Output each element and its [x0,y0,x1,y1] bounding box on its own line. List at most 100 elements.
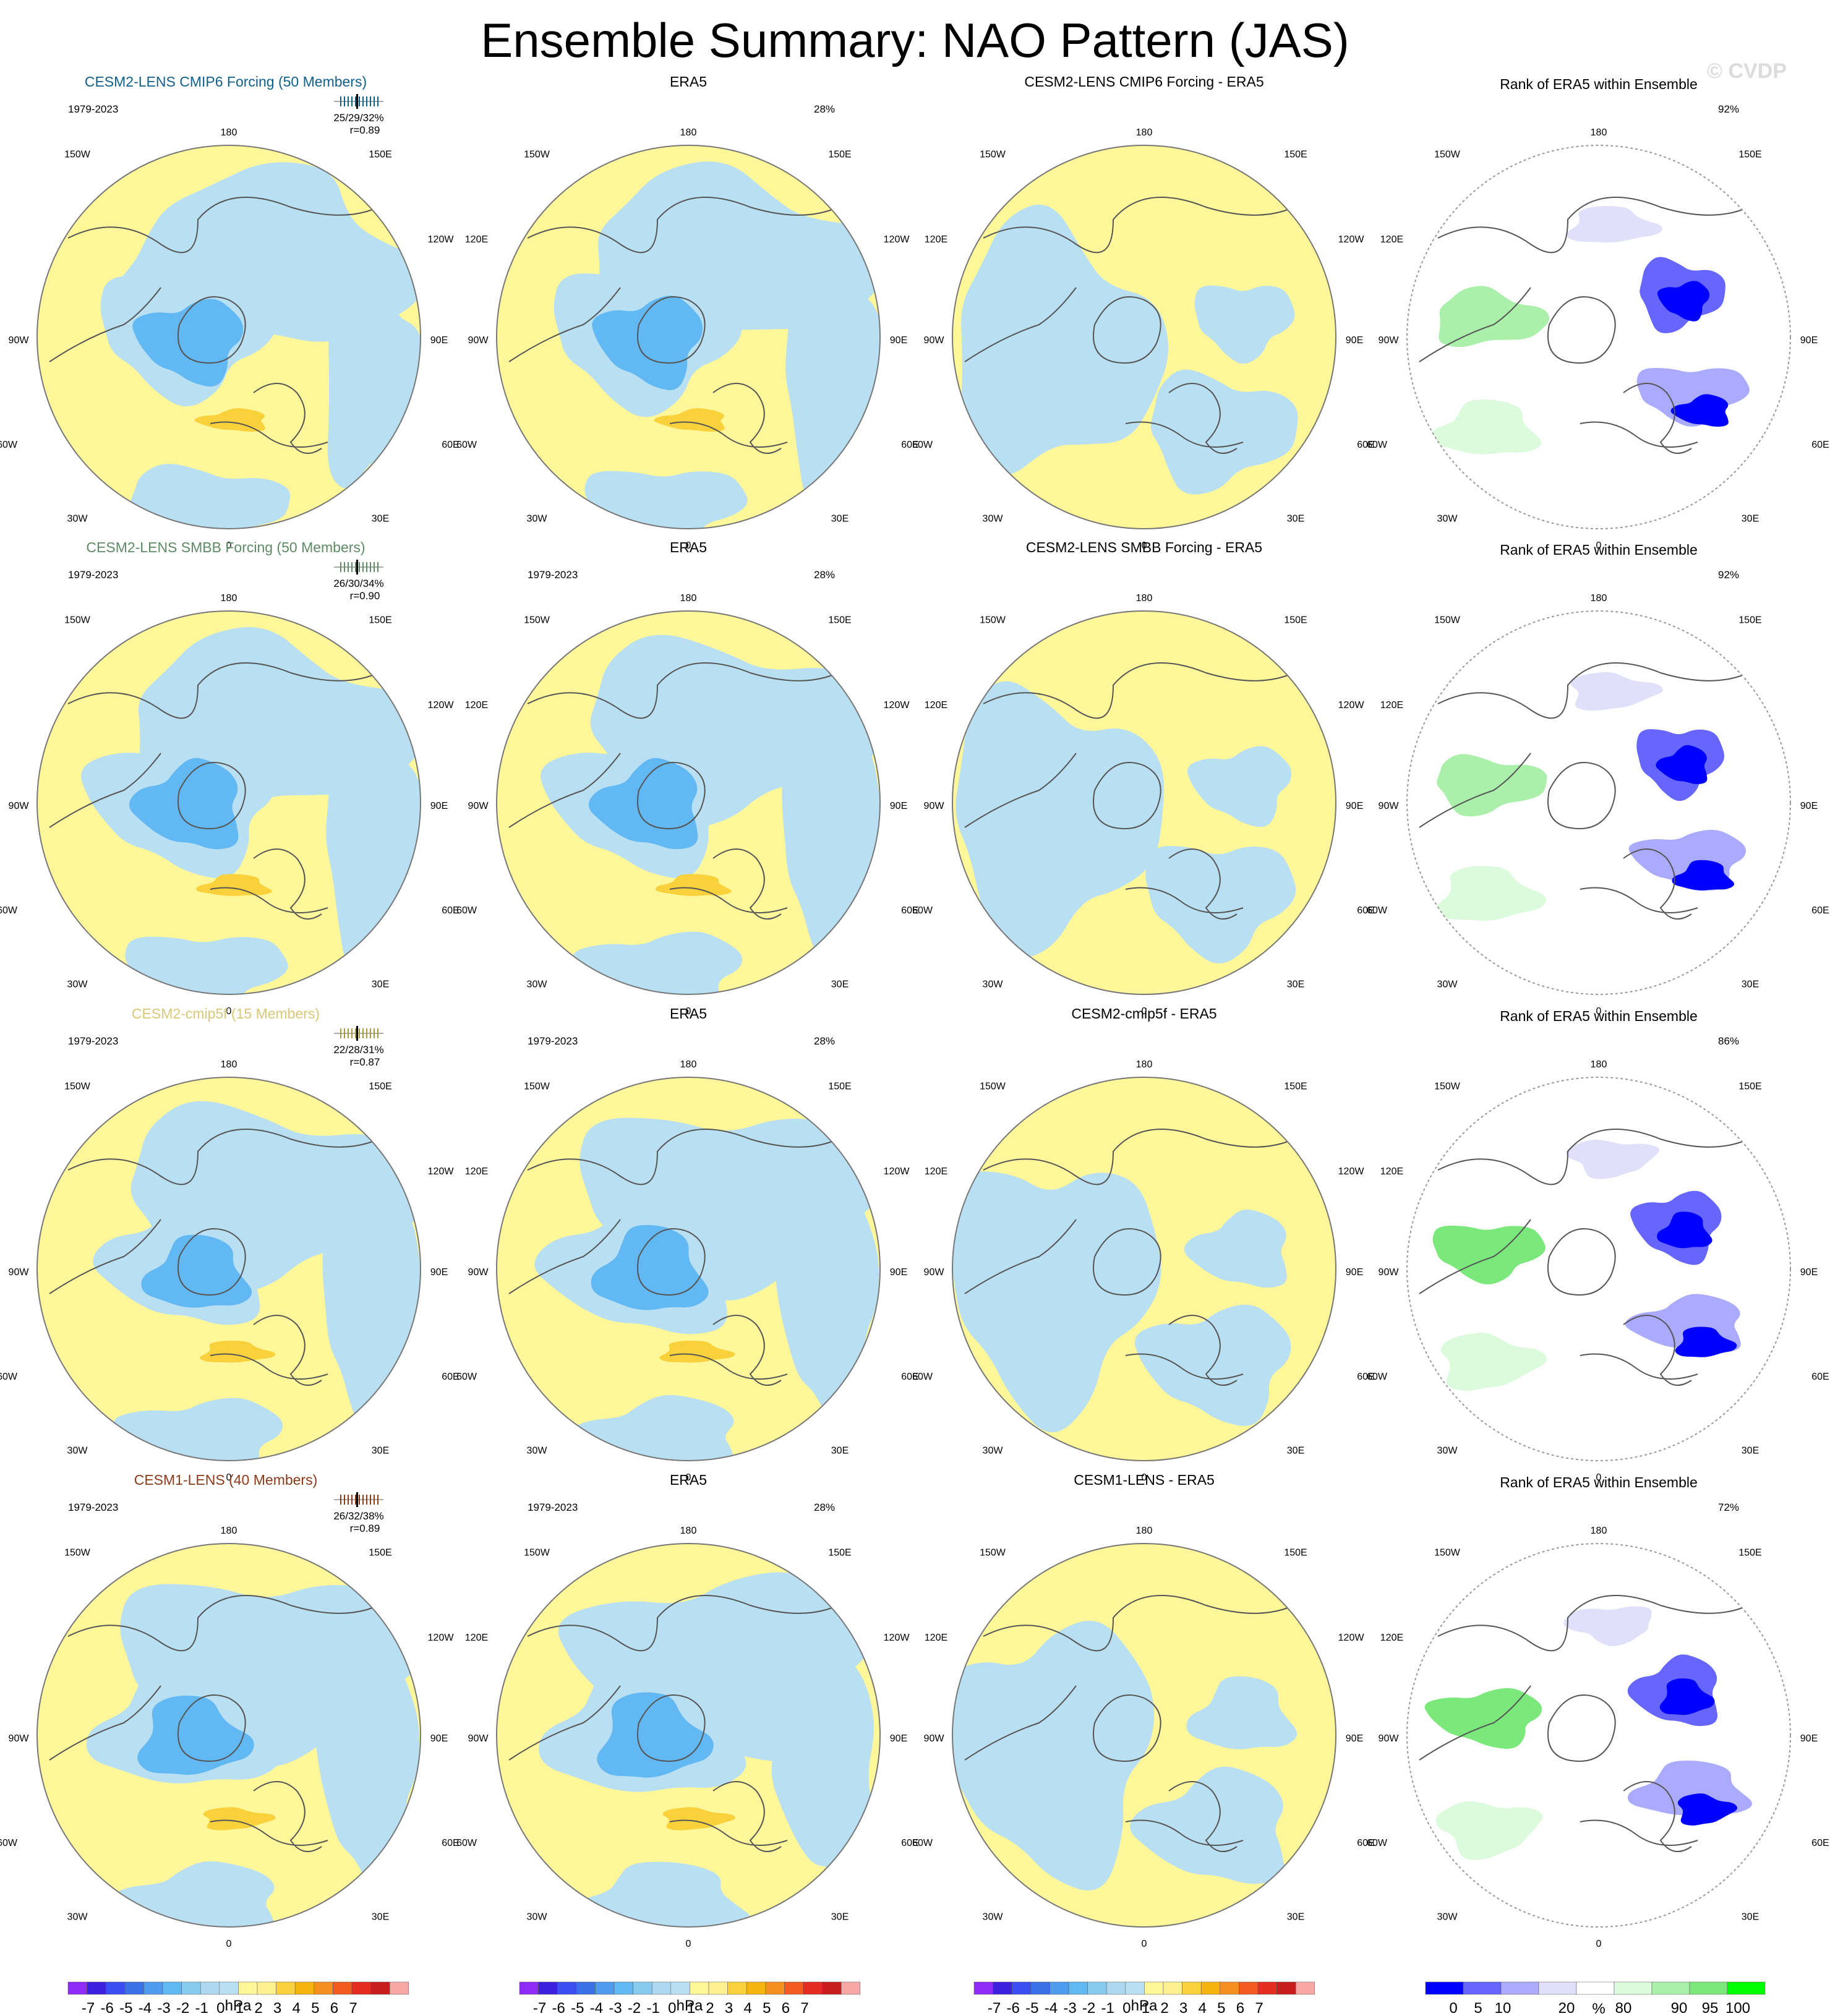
canada-coastline [508,753,621,828]
greenland-coastline [177,762,246,829]
member-tick [340,1495,341,1505]
canada-coastline [49,287,161,362]
era5-percent: 28% [814,103,835,115]
lon-30e: 30E [831,1911,849,1922]
negative-region [1150,369,1298,495]
lon-0: 0 [1596,540,1602,551]
lon-180: 180 [1136,1059,1153,1070]
map-field [497,1077,880,1461]
rank-high-region [1439,286,1550,348]
greenland-coastline [177,1228,246,1296]
member-tick [374,1028,375,1038]
map-field [37,145,421,529]
map-border [496,610,881,995]
colorbar-swatch [124,1981,144,1995]
colorbar-tick: 7 [349,2000,357,2016]
northern-coastline [527,662,850,719]
europe-coastline [253,1781,322,1852]
colorbar-swatch [143,1981,163,1995]
colorbar-tick: 1 [1142,2000,1150,2016]
lon-60w: 60W [0,1838,18,1848]
mediterranean-coastline [210,421,328,448]
colorbar-swatch [1087,1981,1107,1995]
greenland-coastline [177,1694,246,1762]
lon-90e: 90E [890,801,907,811]
colorbar-swatch [993,1981,1012,1995]
lon-150e: 150E [1738,1082,1761,1092]
greenland-coastline [1093,762,1161,829]
lon-180: 180 [221,593,237,604]
lon-60w: 60W [0,905,18,916]
rank-tick: 0 [1449,2000,1457,2016]
lon-180: 180 [1591,127,1607,138]
lon-30e: 30E [1742,979,1759,989]
member-tick [351,562,353,572]
colorbar-tick: -1 [195,2000,208,2016]
map-field [952,1077,1336,1461]
lon-30e: 30E [1287,1911,1304,1922]
colorbar-tick: 5 [311,2000,319,2016]
pattern-correlation: r=0.90 [350,590,380,602]
map-border [36,1543,421,1928]
lon-150w: 150W [1434,1082,1461,1092]
lon-0: 0 [1142,540,1147,551]
colorbar-swatch [557,1981,577,1995]
lon-150e: 150E [1284,1082,1307,1092]
member-tick [366,1028,367,1038]
lon-60e: 60E [1357,440,1374,450]
map-panel: 180150W150E120W120E90W90E60W60E30W30E0Ra… [1338,542,1829,1017]
negative-region [956,681,1164,959]
lon-90e: 90E [430,1267,448,1278]
low-pressure-center [129,758,239,850]
member-tick [351,1028,353,1038]
colorbar-tick: 6 [1236,2000,1244,2016]
colorbar-swatch [1030,1981,1050,1995]
map-field [37,611,421,994]
lon-30w: 30W [527,513,548,524]
colorbar-tick: 3 [1179,2000,1187,2016]
difference-title: CESM1-LENS - ERA5 [1074,1472,1215,1488]
lon-60e: 60E [1811,1838,1829,1848]
lon-90w: 90W [9,1733,30,1744]
rank-unit: % [1592,2001,1605,2016]
greenland-coastline [1093,1694,1161,1762]
colorbar-swatch [1050,1981,1069,1995]
colorbar-tick: -6 [552,2000,565,2016]
rank-swatch [1689,1981,1728,1995]
map-border [1406,610,1791,995]
northern-coastline [983,197,1306,254]
lon-60w: 60W [456,1372,477,1382]
lon-60e: 60E [1357,1838,1374,1848]
rank-tick: 95 [1702,2000,1719,2016]
lon-60e: 60E [442,1372,459,1382]
negative-region [125,936,288,994]
colorbar-swatch [257,1981,276,1995]
rank-swatch [1576,1981,1615,1995]
member-tick [344,1495,345,1505]
period-label: 1979-2023 [528,569,578,581]
colorbar-tick: -1 [647,2000,660,2016]
lon-90w: 90W [924,335,945,346]
lon-30w: 30W [1437,513,1458,524]
colorbar-tick: 4 [744,2000,752,2016]
colorbar-tick: 3 [725,2000,733,2016]
lon-30e: 30E [831,513,849,524]
colorbar-swatch [614,1981,633,1995]
colorbar-swatch [389,1981,409,1995]
mediterranean-coastline [669,1353,788,1380]
lon-90w: 90W [924,801,945,811]
lon-0: 0 [226,1006,232,1017]
colorbar-tick: -6 [1007,2000,1020,2016]
lon-30w: 30W [983,979,1004,989]
colorbar-swatch [708,1981,728,1995]
northern-coastline [67,197,390,254]
europe-coastline [253,1315,322,1386]
lon-90e: 90E [1346,1267,1363,1278]
member-tick [377,562,378,572]
lon-30w: 30W [1437,979,1458,989]
map-panel: 180150W150E120W120E90W90E60W60E30W30E0Ra… [1338,1474,1829,1949]
colorbar-tick: 6 [330,2000,338,2016]
lon-30e: 30E [1287,1445,1304,1456]
lon-150e: 150E [828,150,851,160]
